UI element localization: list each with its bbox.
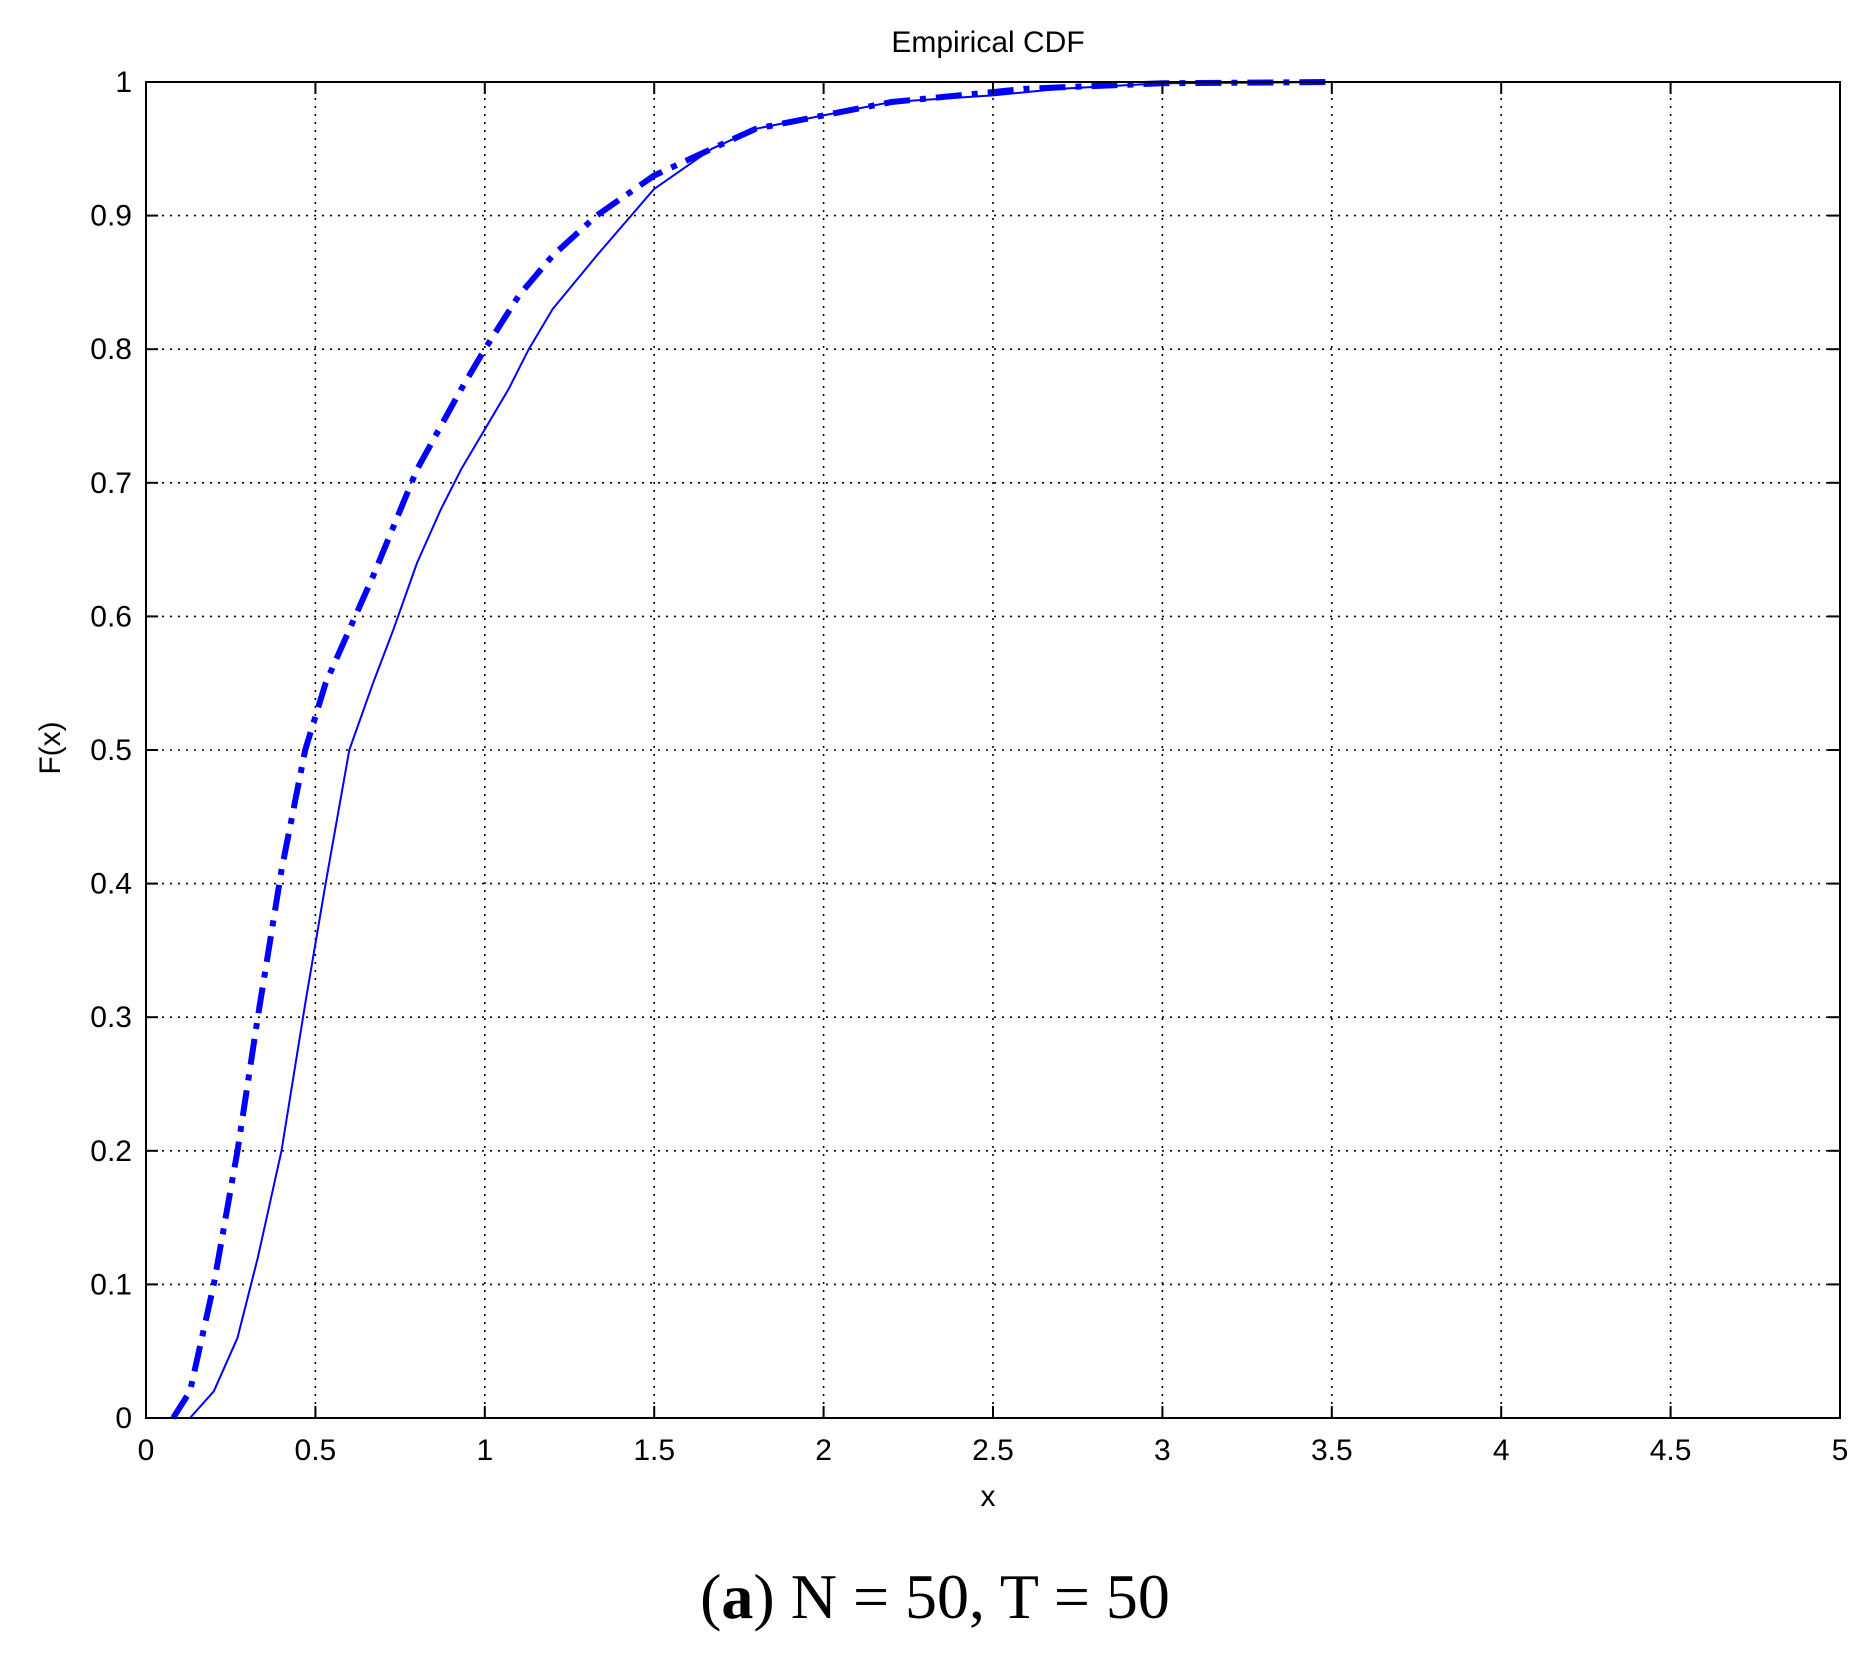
- y-tick-label: 0: [115, 1402, 132, 1435]
- y-tick-label: 0.1: [90, 1268, 132, 1301]
- caption-close-paren: ): [753, 1561, 775, 1632]
- y-axis-label: F(x): [34, 721, 67, 774]
- x-tick-label: 2.5: [972, 1434, 1014, 1467]
- x-axis-label: x: [981, 1480, 996, 1513]
- y-tick-label: 0.5: [90, 734, 132, 767]
- y-tick-label: 0.6: [90, 600, 132, 633]
- caption-text: N = 50, T = 50: [774, 1561, 1170, 1632]
- x-tick-label: 4: [1493, 1434, 1510, 1467]
- ticks: [145, 81, 1841, 1419]
- x-tick-label: 3.5: [1311, 1434, 1353, 1467]
- y-tick-label: 0.2: [90, 1135, 132, 1168]
- x-tick-label: 0: [138, 1434, 155, 1467]
- y-tick-label: 0.8: [90, 333, 132, 366]
- tick-labels: 0 0.5 1 1.5 2 2.5 3 3.5 4 4.5 5 0 0.1 0.2 0.3 0.4 0.5 0.6…: [90, 66, 1848, 1467]
- caption-letter: a: [721, 1561, 754, 1632]
- x-tick-label: 1: [476, 1434, 493, 1467]
- cdf-chart: Empirical CDF 0 0.5 1 1.5 2 2.5 3 3.5 4 4.5 500.10…: [34, 26, 1848, 1513]
- y-tick-label: 0.7: [90, 467, 132, 500]
- caption-open-paren: (: [700, 1561, 722, 1632]
- x-tick-label: 2: [815, 1434, 832, 1467]
- x-tick-label: 5: [1832, 1434, 1849, 1467]
- x-tick-label: 1.5: [633, 1434, 675, 1467]
- grid: [146, 82, 1840, 1418]
- series-group: [170, 79, 1671, 1420]
- y-tick-label: 0.3: [90, 1001, 132, 1034]
- x-tick-label: 4.5: [1650, 1434, 1692, 1467]
- y-tick-label: 0.4: [90, 868, 132, 901]
- x-tick-label: 3: [1154, 1434, 1171, 1467]
- y-tick-label: 0.9: [90, 200, 132, 233]
- x-tick-label: 0.5: [295, 1434, 337, 1467]
- y-tick-label: 1: [115, 66, 132, 99]
- chart-title: Empirical CDF: [891, 26, 1084, 59]
- series-line-solid: [189, 81, 1671, 1419]
- figure-caption: (a) N = 50, T = 50: [0, 1560, 1870, 1634]
